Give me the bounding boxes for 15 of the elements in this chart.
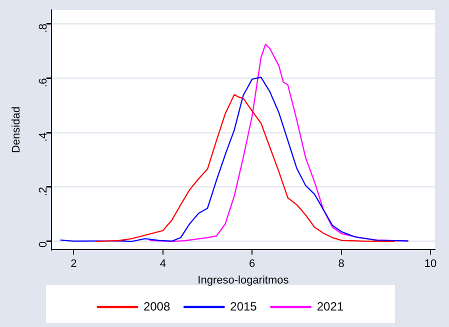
x-tick-label: 10 (424, 258, 437, 270)
x-axis-title: Ingreso-logaritmos (198, 274, 290, 286)
y-axis-title: Densidad (10, 106, 23, 154)
legend-label: 2015 (230, 299, 258, 314)
y-tick-label: .2 (37, 186, 50, 196)
y-tick-label: .6 (37, 78, 50, 88)
x-tick-label: 4 (160, 258, 166, 270)
legend-label: 2021 (316, 299, 344, 314)
y-tick-label: .8 (37, 24, 50, 33)
x-tick-label: 6 (249, 258, 256, 270)
y-tick-label: 0 (37, 241, 50, 248)
x-tick-label: 2 (70, 258, 77, 270)
x-tick-label: 8 (338, 258, 344, 270)
legend-label: 2008 (143, 299, 170, 314)
y-tick-label: .4 (37, 132, 50, 142)
